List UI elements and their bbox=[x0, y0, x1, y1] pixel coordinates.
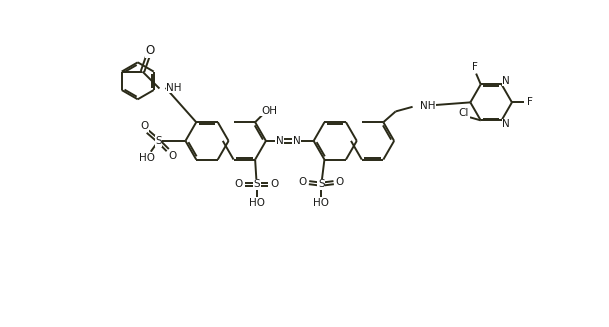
Text: O: O bbox=[168, 150, 177, 161]
Text: S: S bbox=[253, 179, 260, 189]
Text: OH: OH bbox=[261, 106, 277, 116]
Text: N: N bbox=[293, 136, 301, 146]
Text: Cl: Cl bbox=[459, 109, 469, 118]
Text: O: O bbox=[146, 44, 155, 57]
Text: N: N bbox=[502, 119, 510, 129]
Text: N: N bbox=[276, 136, 284, 146]
Text: F: F bbox=[471, 62, 477, 73]
Text: O: O bbox=[336, 177, 344, 187]
Text: F: F bbox=[527, 97, 533, 107]
Text: NH: NH bbox=[420, 101, 435, 111]
Text: O: O bbox=[299, 177, 307, 187]
Text: O: O bbox=[235, 179, 243, 189]
Text: HO: HO bbox=[248, 198, 265, 208]
Text: HO: HO bbox=[139, 153, 155, 163]
Text: O: O bbox=[270, 179, 278, 189]
Text: S: S bbox=[155, 136, 162, 146]
Text: S: S bbox=[318, 179, 325, 189]
Text: O: O bbox=[141, 121, 149, 131]
Text: HO: HO bbox=[314, 198, 329, 208]
Text: N: N bbox=[502, 76, 510, 86]
Text: NH: NH bbox=[166, 83, 182, 93]
